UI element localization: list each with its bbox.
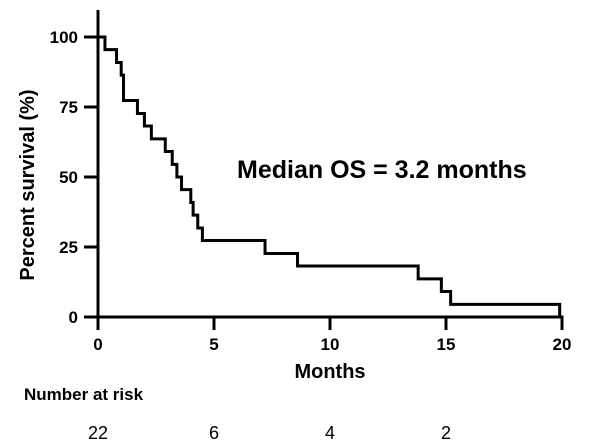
y-tick-label: 25 bbox=[59, 238, 78, 257]
y-tick-label: 75 bbox=[59, 98, 78, 117]
x-tick-label: 20 bbox=[553, 335, 572, 354]
x-tick-label: 15 bbox=[437, 335, 456, 354]
x-tick-label: 0 bbox=[93, 335, 102, 354]
number-at-risk-value: 6 bbox=[208, 423, 220, 443]
number-at-risk-title: Number at risk bbox=[24, 385, 144, 404]
median-os-annotation: Median OS = 3.2 months bbox=[237, 156, 527, 184]
x-axis-title: Months bbox=[294, 361, 365, 383]
y-tick-label: 50 bbox=[59, 168, 78, 187]
number-at-risk-value: 2 bbox=[440, 423, 452, 443]
y-tick-label: 0 bbox=[69, 308, 78, 327]
axis-ticks: 0 25 50 75 100 0 5 10 15 20 bbox=[50, 28, 572, 354]
y-tick-label: 100 bbox=[50, 28, 78, 47]
y-axis-title: Percent survival (%) bbox=[17, 89, 39, 280]
x-tick-label: 10 bbox=[321, 335, 340, 354]
number-at-risk-value: 22 bbox=[87, 423, 109, 443]
survival-curve bbox=[98, 35, 562, 317]
number-at-risk-value: 4 bbox=[324, 423, 336, 443]
x-tick-label: 5 bbox=[209, 335, 218, 354]
